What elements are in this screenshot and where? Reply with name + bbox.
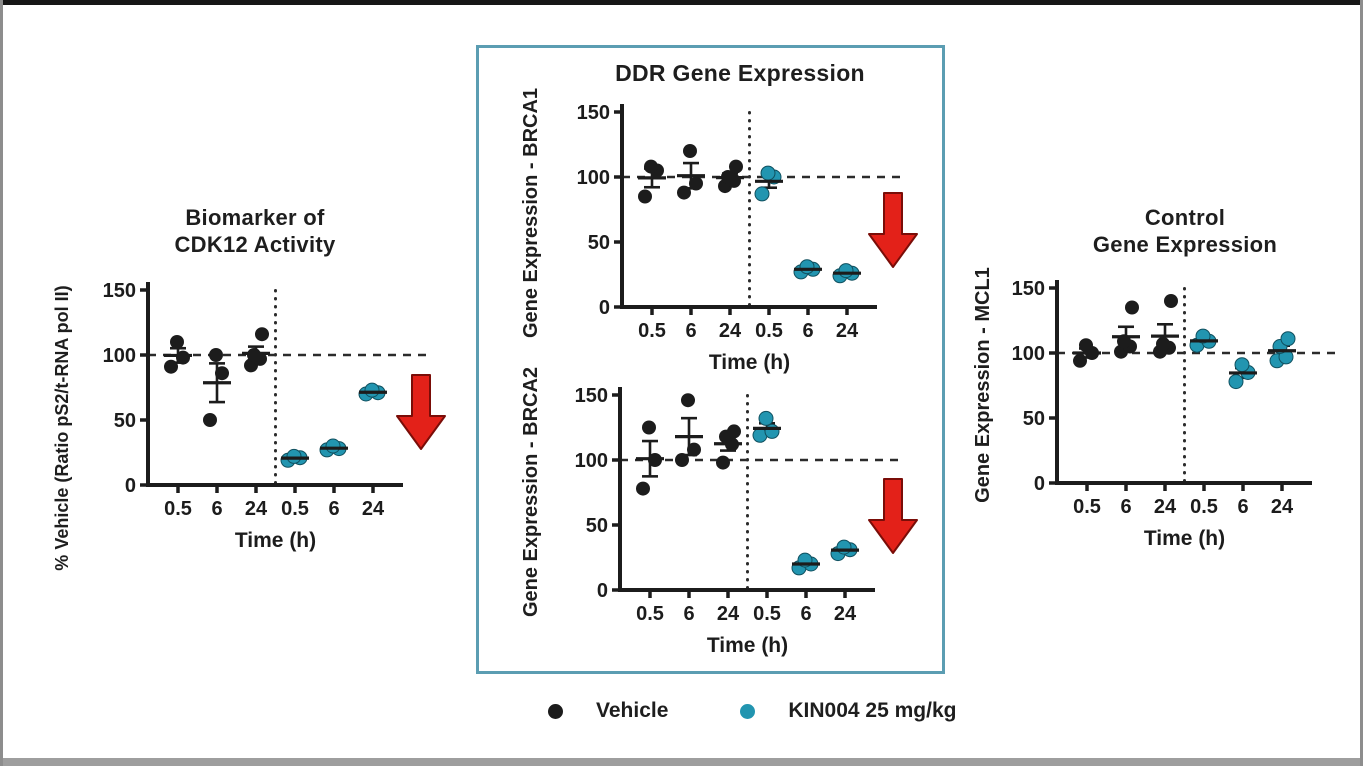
- brca2-decrease-arrow-icon: [868, 478, 918, 554]
- svg-text:100: 100: [1012, 343, 1045, 365]
- svg-text:0.5: 0.5: [281, 498, 309, 520]
- svg-text:Time (h): Time (h): [235, 529, 316, 552]
- kin004-legend-label: KIN004 25 mg/kg: [788, 699, 957, 722]
- mcl1-title-line2: Gene Expression: [1092, 232, 1278, 257]
- vehicle-legend-label: Vehicle: [596, 699, 669, 722]
- top-border-bar: [0, 0, 1363, 5]
- brca1-scatter-plot: 0 50 100 150 0.5 6 24 0.5 6 24 Time (h): [577, 102, 901, 374]
- svg-text:6: 6: [328, 498, 339, 520]
- svg-text:150: 150: [577, 102, 610, 124]
- svg-text:0.5: 0.5: [638, 320, 666, 342]
- svg-text:50: 50: [588, 232, 610, 254]
- mcl1-plot-title: Control Gene Expression: [1025, 204, 1345, 258]
- svg-text:100: 100: [103, 345, 136, 367]
- svg-text:150: 150: [575, 385, 608, 407]
- ddr-box-title: DDR Gene Expression: [615, 60, 865, 86]
- svg-text:0.5: 0.5: [755, 320, 783, 342]
- legend: Vehicle KIN004 25 mg/kg: [548, 699, 956, 723]
- svg-text:6: 6: [685, 320, 696, 342]
- right-border-bar: [1360, 0, 1363, 766]
- svg-text:Time (h): Time (h): [707, 634, 788, 657]
- svg-text:150: 150: [1012, 278, 1045, 300]
- svg-text:100: 100: [577, 167, 610, 189]
- svg-text:0: 0: [597, 580, 608, 602]
- svg-text:24: 24: [1271, 496, 1294, 518]
- legend-item-kin004: KIN004 25 mg/kg: [740, 699, 956, 723]
- svg-text:24: 24: [719, 320, 742, 342]
- svg-text:Time (h): Time (h): [709, 351, 790, 374]
- svg-text:6: 6: [802, 320, 813, 342]
- svg-text:6: 6: [800, 603, 811, 625]
- mcl1-title-line1: Control: [1144, 205, 1226, 230]
- brca2-scatter-plot: 0 50 100 150 0.5 6 24 0.5 6 24 Time (h): [575, 385, 899, 657]
- vehicle-dot-icon: [548, 703, 563, 719]
- cdk12-y-axis-label: % Vehicle (Ratio pS2/t-RNA pol II): [52, 285, 72, 571]
- svg-text:24: 24: [1154, 496, 1177, 518]
- svg-text:24: 24: [717, 603, 740, 625]
- brca1-y-axis-label: Gene Expression - BRCA1: [520, 87, 542, 339]
- svg-text:Time (h): Time (h): [1144, 527, 1225, 550]
- svg-text:100: 100: [575, 450, 608, 472]
- svg-text:0.5: 0.5: [1190, 496, 1218, 518]
- left-border-bar: [0, 0, 3, 766]
- svg-text:150: 150: [103, 280, 136, 302]
- svg-text:24: 24: [834, 603, 857, 625]
- ddr-gene-expression-box: [476, 45, 945, 674]
- svg-text:0: 0: [599, 297, 610, 319]
- svg-text:50: 50: [114, 410, 136, 432]
- mcl1-y-axis-label: Gene Expression - MCL1: [972, 267, 994, 503]
- svg-text:50: 50: [1023, 408, 1045, 430]
- svg-text:0.5: 0.5: [164, 498, 192, 520]
- svg-text:0: 0: [125, 475, 136, 497]
- bottom-border-bar: [0, 758, 1363, 766]
- svg-text:6: 6: [683, 603, 694, 625]
- svg-text:6: 6: [1237, 496, 1248, 518]
- svg-text:24: 24: [362, 498, 385, 520]
- svg-text:24: 24: [836, 320, 859, 342]
- svg-text:0.5: 0.5: [1073, 496, 1101, 518]
- svg-text:6: 6: [1120, 496, 1131, 518]
- brca2-y-axis-label: Gene Expression - BRCA2: [520, 366, 542, 618]
- svg-text:0.5: 0.5: [753, 603, 781, 625]
- svg-text:24: 24: [245, 498, 268, 520]
- legend-item-vehicle: Vehicle: [548, 699, 668, 723]
- cdk12-plot-title: Biomarker of CDK12 Activity: [95, 204, 415, 258]
- svg-text:50: 50: [586, 515, 608, 537]
- cdk12-scatter-plot: 0 50 100 150 0.5 6 24 0.5 6 24 Time (h): [103, 280, 427, 552]
- cdk12-decrease-arrow-icon: [396, 374, 446, 450]
- svg-text:0: 0: [1034, 473, 1045, 495]
- svg-text:6: 6: [211, 498, 222, 520]
- mcl1-scatter-plot: 0 50 100 150 0.5 6 24 0.5 6 24 Time (h): [1012, 278, 1336, 550]
- brca1-decrease-arrow-icon: [868, 192, 918, 268]
- svg-text:0.5: 0.5: [636, 603, 664, 625]
- cdk12-title-line2: CDK12 Activity: [174, 232, 336, 257]
- cdk12-title-line1: Biomarker of: [185, 205, 325, 230]
- kin004-dot-icon: [740, 703, 756, 719]
